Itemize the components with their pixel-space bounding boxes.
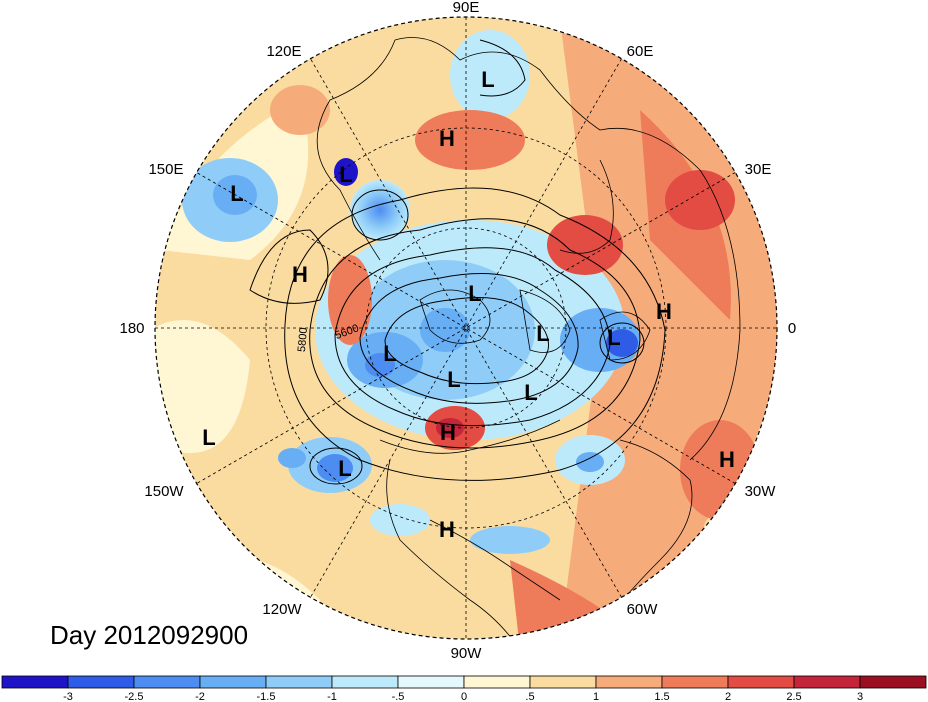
pressure-center-label: H [719, 447, 735, 472]
lon-label-180: 180 [119, 320, 144, 337]
colorbar-tick-label: 0 [461, 691, 467, 702]
pressure-center-label: L [468, 281, 481, 306]
pressure-center-label: L [202, 425, 215, 450]
lon-label-30w: 30W [745, 483, 777, 500]
pressure-center-label: H [439, 517, 455, 542]
colorbar-tick-label: 1.5 [654, 691, 669, 702]
lon-label-30e: 30E [745, 161, 772, 178]
colorbar-box [1, 675, 69, 689]
lon-label-90e: 90E [453, 0, 480, 16]
pressure-center-label: L [338, 456, 351, 481]
lon-label-150w: 150W [144, 483, 184, 500]
pressure-centers: L H L L H L L L L H L L H L L H H [202, 67, 735, 542]
day-label: Day 2012092900 [50, 620, 249, 650]
lon-label-0: 0 [788, 320, 796, 337]
longitude-labels: 90E 60E 30E 0 30W 60W 90W 120W 150W 180 … [119, 0, 796, 662]
pressure-center-label: L [607, 325, 620, 350]
pressure-center-label: L [536, 321, 549, 346]
colorbar-tick-label: 1 [593, 691, 599, 702]
colorbar-box [793, 675, 861, 689]
colorbar-tick-label: -2 [195, 691, 205, 702]
colorbar-box [859, 675, 927, 689]
colorbar-tick-label: 2 [725, 691, 731, 702]
colorbar-tick-label: -1 [327, 691, 337, 702]
colorbar-box [727, 675, 795, 689]
colorbar-boxes [1, 675, 927, 689]
pressure-center-label: H [439, 126, 455, 151]
colorbar-tick-label: -2.5 [125, 691, 144, 702]
colorbar-tick-label: -3 [63, 691, 73, 702]
lon-label-120e: 120E [266, 43, 301, 60]
colorbar-box [265, 675, 333, 689]
lon-label-150e: 150E [148, 161, 183, 178]
pressure-center-label: L [339, 162, 352, 187]
colorbar-box [199, 675, 267, 689]
colorbar-tick-label: -1.5 [257, 691, 276, 702]
pressure-center-label: H [440, 420, 456, 445]
colorbar-box [463, 675, 531, 689]
colorbar-box [661, 675, 729, 689]
colorbar-tick-label: .5 [525, 691, 534, 702]
colorbar: -3 -2.5 -2 -1.5 -1 -.5 0 .5 1 1.5 2 2.5 3 [1, 675, 927, 702]
lon-label-120w: 120W [262, 601, 302, 618]
colorbar-tick-labels: -3 -2.5 -2 -1.5 -1 -.5 0 .5 1 1.5 2 2.5 3 [63, 691, 863, 702]
pressure-center-label: H [656, 299, 672, 324]
lon-label-60w: 60W [627, 601, 659, 618]
colorbar-tick-label: 2.5 [786, 691, 801, 702]
map-boundary [154, 16, 778, 640]
pressure-center-label: L [481, 67, 494, 92]
polar-stereographic-map: 90E 60E 30E 0 30W 60W 90W 120W 150W 180 … [119, 0, 796, 662]
colorbar-box [397, 675, 465, 689]
pressure-center-label: L [230, 181, 243, 206]
pressure-center-label: L [383, 341, 396, 366]
lon-label-60e: 60E [627, 43, 654, 60]
colorbar-tick-label: -.5 [392, 691, 405, 702]
colorbar-tick-label: 3 [857, 691, 863, 702]
graticule [155, 17, 777, 639]
colorbar-box [529, 675, 597, 689]
pressure-center-label: L [447, 367, 460, 392]
colorbar-box [133, 675, 201, 689]
contour-label-5800: 5800 [296, 327, 310, 352]
pressure-center-label: L [524, 380, 537, 405]
pressure-center-label: H [292, 262, 308, 287]
height-contours [249, 39, 666, 485]
colorbar-box [331, 675, 399, 689]
lon-label-90w: 90W [451, 645, 483, 662]
colorbar-box [595, 675, 663, 689]
colorbar-box [67, 675, 135, 689]
